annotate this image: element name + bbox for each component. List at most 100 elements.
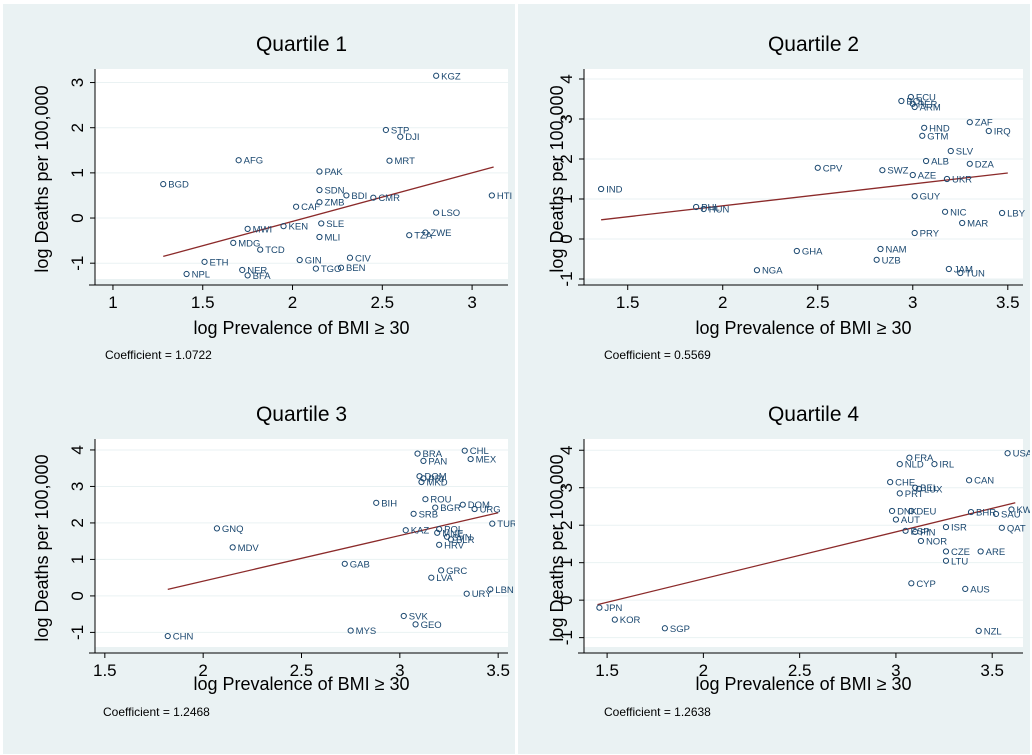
data-point-nic — [941, 208, 949, 215]
data-point-mex — [467, 455, 474, 463]
point-label-nic: NIC — [950, 207, 967, 218]
data-point-per — [909, 100, 916, 107]
point-label-swz: SWZ — [887, 166, 908, 177]
plot-area — [95, 69, 508, 279]
y-tick-label: 1 — [557, 558, 576, 567]
y-tick-label: 3 — [68, 78, 87, 87]
data-point-irq — [985, 127, 992, 135]
point-label-gtm: GTM — [927, 131, 948, 142]
fitted-line — [601, 172, 1008, 221]
data-point-bdi — [343, 192, 350, 199]
y-tick-label: 4 — [557, 446, 576, 455]
x-tick-label: 3 — [891, 661, 900, 680]
data-point-usa — [1004, 450, 1011, 457]
data-point-jam — [945, 265, 952, 273]
point-label-mli: MLI — [324, 233, 340, 244]
point-label-bel: BEL — [920, 483, 938, 494]
fitted-line — [163, 166, 494, 258]
point-label-mne: MNE — [442, 528, 463, 539]
data-point-rou — [422, 496, 429, 503]
point-label-nga: NGA — [762, 266, 783, 277]
point-label-pry: PRY — [920, 229, 940, 240]
data-point-blr — [447, 536, 455, 543]
data-point-bhr — [967, 508, 975, 516]
point-label-tun: TUN — [965, 269, 985, 280]
x-tick-label: 3.5 — [996, 293, 1020, 312]
data-point-qat — [998, 524, 1005, 531]
point-label-civ: CIV — [355, 253, 372, 264]
data-point-are — [977, 548, 984, 555]
point-label-irq: IRQ — [994, 127, 1011, 138]
point-label-isr: ISR — [951, 523, 967, 534]
data-point-nga — [753, 267, 761, 274]
point-label-dom: DOM — [468, 500, 490, 511]
point-label-ury: URY — [472, 589, 493, 600]
point-label-tur: TUR — [497, 519, 515, 530]
x-tick-label: 1.5 — [595, 661, 619, 680]
point-label-nzl: NZL — [984, 626, 1002, 637]
coefficient-label: Coefficient = 1.2638 — [604, 705, 711, 719]
data-point-gab — [341, 560, 348, 567]
data-point-mys — [347, 627, 354, 634]
data-point-grc — [438, 567, 445, 574]
x-tick-label: 2.5 — [290, 661, 314, 680]
point-label-aze: AZE — [918, 171, 936, 182]
point-label-pan: PAN — [428, 456, 447, 467]
data-point-svk — [400, 612, 407, 620]
point-label-are: ARE — [986, 547, 1006, 558]
point-label-hti: HTI — [497, 191, 512, 202]
point-label-guy: GUY — [920, 192, 941, 203]
scatter-plot-quartile-2: 1.5 2 2.5 3 3.5 -1 0 1 2 3 4 Quartile 2 log Prevalen… — [547, 33, 1026, 338]
data-point-mne — [434, 529, 441, 536]
data-point-kor — [611, 616, 618, 623]
data-point-hti — [488, 192, 495, 199]
point-label-pri: PRI — [428, 474, 444, 485]
point-label-lby: LBY — [1007, 209, 1026, 220]
data-point-dom — [459, 501, 466, 508]
point-label-zwe: ZWE — [430, 228, 451, 239]
data-point-eth — [201, 258, 208, 265]
point-label-bdi: BDI — [351, 191, 367, 202]
y-tick-label: 4 — [68, 445, 87, 454]
data-point-chn — [164, 632, 171, 640]
x-tick-label: 2.5 — [370, 293, 394, 312]
point-label-mys: MYS — [356, 626, 377, 637]
data-point-gtm — [919, 132, 926, 139]
y-tick-label: 0 — [68, 213, 87, 222]
data-point-nld — [896, 461, 903, 468]
point-label-qat: QAT — [1007, 523, 1026, 534]
point-label-bhr: BHR — [976, 508, 996, 519]
point-label-ben: BEN — [346, 263, 366, 274]
x-tick-label: 3 — [395, 661, 404, 680]
data-point-ury — [463, 590, 470, 597]
point-label-kaz: KAZ — [411, 526, 430, 537]
x-tick-label: 2.5 — [806, 293, 830, 312]
point-label-aut: AUT — [901, 515, 920, 526]
data-point-dji — [397, 133, 404, 140]
data-point-ind — [598, 185, 605, 193]
data-point-dnk — [888, 507, 896, 515]
point-label-pak: PAK — [324, 167, 343, 178]
data-point-chl — [461, 447, 468, 454]
data-point-sle — [318, 220, 325, 227]
data-point-bgr — [432, 504, 439, 511]
coefficient-label: Coefficient = 1.2468 — [103, 705, 210, 719]
point-label-bih: BIH — [381, 498, 397, 509]
point-label-uzb: UZB — [882, 255, 901, 266]
point-label-bfa: BFA — [253, 271, 272, 282]
point-label-lbn: LBN — [495, 585, 514, 596]
point-label-jam: JAM — [954, 265, 973, 276]
point-label-gnq: GNQ — [222, 524, 244, 535]
data-point-jpn — [596, 604, 603, 611]
data-point-bih — [373, 499, 380, 506]
point-label-fra: FRA — [914, 453, 934, 464]
data-point-phl — [693, 203, 700, 211]
point-label-kgz: KGZ — [441, 71, 461, 82]
data-point-lso — [433, 209, 440, 216]
data-point-hun — [700, 205, 707, 213]
point-label-blr: BLR — [456, 535, 475, 546]
data-point-mar — [959, 219, 966, 227]
y-tick-label: 2 — [557, 154, 576, 163]
point-label-nor: NOR — [926, 536, 947, 547]
data-point-kwt — [1008, 506, 1015, 513]
